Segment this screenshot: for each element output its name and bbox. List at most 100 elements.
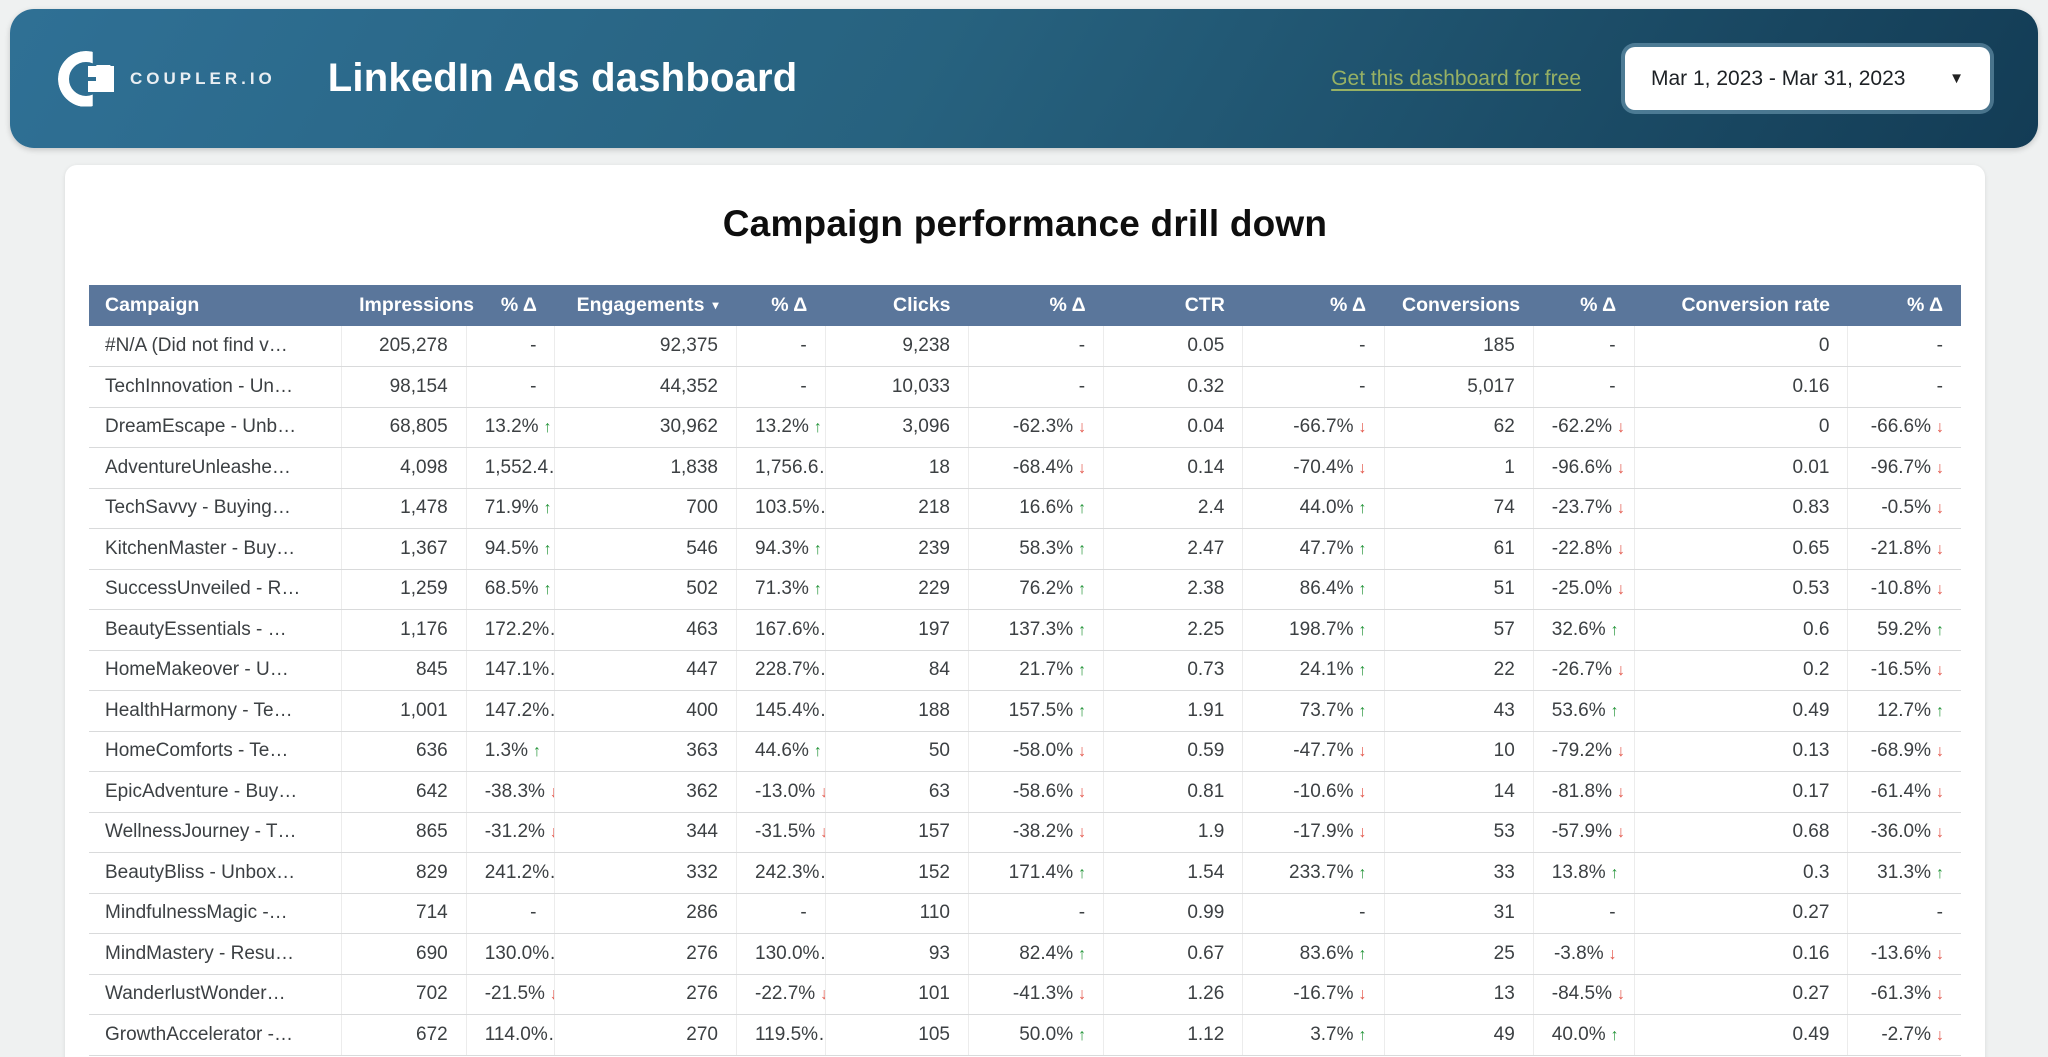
table-row[interactable]: KitchenMaster - Buy… 1,367 94.5% ↑ 546 94.3% ↑…	[89, 528, 1961, 570]
delta-down-icon: ↓	[1078, 743, 1086, 761]
table-cell: 94.3% ↑	[736, 528, 826, 570]
table-row[interactable]: BeautyEssentials - …1,176172.2%…463167.6…	[89, 609, 1961, 651]
campaign-name-cell: BeautyBliss - Unbox…	[89, 852, 342, 894]
table-cell: -41.3% ↓	[967, 974, 1104, 1015]
table-cell: 53.6% ↑	[1532, 690, 1635, 732]
table-cell: 3.7% ↑	[1242, 1014, 1384, 1056]
table-cell: 2.47	[1103, 528, 1243, 570]
table-cell: 98,154	[340, 366, 467, 408]
delta-down-icon: ↓	[820, 784, 825, 801]
table-cell: 44.6% ↑	[736, 731, 826, 772]
table-cell: 13.8% ↑	[1532, 852, 1635, 894]
campaign-name-cell: #N/A (Did not find v…	[89, 326, 342, 367]
column-header-delta[interactable]: % Δ	[968, 285, 1104, 326]
campaign-name-cell: EpicAdventure - Buy…	[89, 771, 342, 813]
table-cell: 2.38	[1103, 569, 1243, 610]
table-cell: -2.7% ↓	[1847, 1014, 1961, 1056]
table-row[interactable]: SuccessUnveiled - R… 1,259 68.5% ↑ 502 71.3% ↑…	[89, 569, 1961, 610]
table-cell: -	[1532, 366, 1635, 408]
column-header-campaign[interactable]: Campaign	[89, 285, 342, 326]
table-cell: 242.3%…	[736, 852, 826, 894]
table-cell: 57	[1383, 609, 1534, 651]
dropdown-caret-icon: ▼	[1949, 70, 1964, 87]
table-cell: 0.65	[1633, 528, 1848, 570]
table-cell: 672	[340, 1014, 467, 1056]
delta-down-icon: ↓	[1936, 783, 1944, 801]
column-header-ctr[interactable]: CTR	[1103, 285, 1243, 326]
table-cell: 276	[554, 974, 737, 1015]
delta-up-icon: ↑	[1078, 500, 1086, 518]
delta-down-icon: ↓	[1078, 783, 1086, 801]
delta-down-icon: ↓	[1616, 743, 1625, 761]
brand-logo[interactable]: COUPLER.IO	[58, 50, 276, 107]
table-cell: -3.8% ↓	[1532, 933, 1635, 975]
delta-down-icon: ↓	[1608, 945, 1617, 963]
table-row[interactable]: MindfulnessMagic -… 714-286-110-0.99-31-0…	[89, 893, 1961, 934]
table-cell: -13.0%↓	[736, 771, 826, 813]
table-row[interactable]: MindMastery - Resu…690130.0%…276130.0%…9…	[89, 933, 1961, 975]
table-row[interactable]: HomeMakeover - U…845147.1%…447228.7%…842…	[89, 650, 1961, 691]
campaign-name-cell: SuccessUnveiled - R…	[89, 569, 342, 610]
column-header-delta[interactable]: % Δ	[1847, 285, 1961, 326]
table-row[interactable]: WellnessJourney - T…865-31.2%↓344-31.5%↓…	[89, 812, 1961, 853]
table-row[interactable]: AdventureUnleashe…4,0981,552.4…1,8381,75…	[89, 447, 1961, 489]
table-row[interactable]: EpicAdventure - Buy…642-38.3%↓362-13.0%↓…	[89, 771, 1961, 813]
table-row[interactable]: TechInnovation - Un… 98,154-44,352-10,033…	[89, 366, 1961, 408]
table-row[interactable]: HealthHarmony - Te…1,001147.2%…400145.4%…	[89, 690, 1961, 732]
delta-up-icon: ↑	[1078, 621, 1086, 639]
table-cell: -	[1532, 893, 1635, 934]
column-header-impressions[interactable]: Impressions	[341, 285, 474, 326]
table-cell: 185	[1383, 326, 1534, 367]
table-cell: -	[465, 326, 555, 367]
table-row[interactable]: TechSavvy - Buying…1,47871.9%↑700103.5%……	[89, 488, 1961, 529]
table-cell: 636	[340, 731, 467, 772]
table-cell: 71.9% ↑	[465, 488, 555, 529]
campaign-table: Campaign Impressions% Δ Engagements ▾% Δ Cli…	[89, 285, 1961, 1056]
delta-down-icon: ↓	[1616, 419, 1625, 437]
table-cell: 1.91	[1103, 690, 1243, 732]
table-cell: -	[736, 326, 826, 367]
table-cell: 83.6% ↑	[1242, 933, 1384, 975]
table-cell: 68,805	[340, 407, 467, 448]
column-header-clicks[interactable]: Clicks	[825, 285, 969, 326]
coupler-logo-icon	[58, 50, 114, 107]
table-cell: 0.6	[1633, 609, 1848, 651]
table-row[interactable]: BeautyBliss - Unbox…829241.2%…332242.3%……	[89, 852, 1961, 894]
column-header-delta[interactable]: % Δ	[466, 285, 555, 326]
delta-up-icon: ↑	[1610, 864, 1619, 882]
column-header-delta[interactable]: % Δ	[736, 285, 826, 326]
campaign-name-cell: HomeMakeover - U…	[89, 650, 342, 691]
column-header-engagements[interactable]: Engagements ▾	[554, 285, 737, 326]
table-cell: -66.7% ↓	[1242, 407, 1384, 448]
table-cell: 0.14	[1103, 447, 1243, 489]
table-row[interactable]: DreamEscape - Unb… 68,805 13.2% ↑ 30,962 13.2…	[89, 407, 1961, 448]
table-cell: 0.83	[1633, 488, 1848, 529]
table-cell: -66.6% ↓	[1847, 407, 1961, 448]
table-cell: 24.1% ↑	[1242, 650, 1384, 691]
get-dashboard-link[interactable]: Get this dashboard for free	[1331, 66, 1581, 90]
delta-down-icon: ↓	[1358, 783, 1367, 801]
table-cell: 167.6%…	[736, 609, 826, 651]
delta-up-icon: ↑	[1936, 702, 1944, 720]
column-header-delta[interactable]: % Δ	[1533, 285, 1635, 326]
table-row[interactable]: GrowthAccelerator -…672114.0%…270119.5%……	[89, 1014, 1961, 1056]
delta-down-icon: ↓	[1358, 986, 1367, 1004]
table-cell: -10.8% ↓	[1847, 569, 1961, 610]
column-header-conversion-rate[interactable]: Conversion rate	[1634, 285, 1848, 326]
delta-up-icon: ↑	[1610, 702, 1619, 720]
dashboard-title: LinkedIn Ads dashboard	[327, 56, 798, 100]
campaign-name-cell: KitchenMaster - Buy…	[89, 528, 342, 570]
column-header-conversions[interactable]: Conversions	[1384, 285, 1534, 326]
table-cell: 845	[340, 650, 467, 691]
table-cell: 105	[824, 1014, 969, 1056]
table-cell: 93	[824, 933, 969, 975]
table-cell: 714	[340, 893, 467, 934]
table-row[interactable]: WanderlustWonder…702-21.5%↓276-22.7%↓101…	[89, 974, 1961, 1015]
table-row[interactable]: HomeComforts - Te… 636 1.3% ↑ 363 44.6% ↑ 50 -58…	[89, 731, 1961, 772]
date-range-selector[interactable]: Mar 1, 2023 - Mar 31, 2023 ▼	[1625, 47, 1990, 110]
table-row[interactable]: #N/A (Did not find v… 205,278-92,375-9,23…	[89, 326, 1961, 367]
table-cell: 49	[1383, 1014, 1534, 1056]
delta-down-icon: ↓	[820, 824, 825, 841]
table-cell: 147.1%…	[465, 650, 555, 691]
column-header-delta[interactable]: % Δ	[1242, 285, 1384, 326]
